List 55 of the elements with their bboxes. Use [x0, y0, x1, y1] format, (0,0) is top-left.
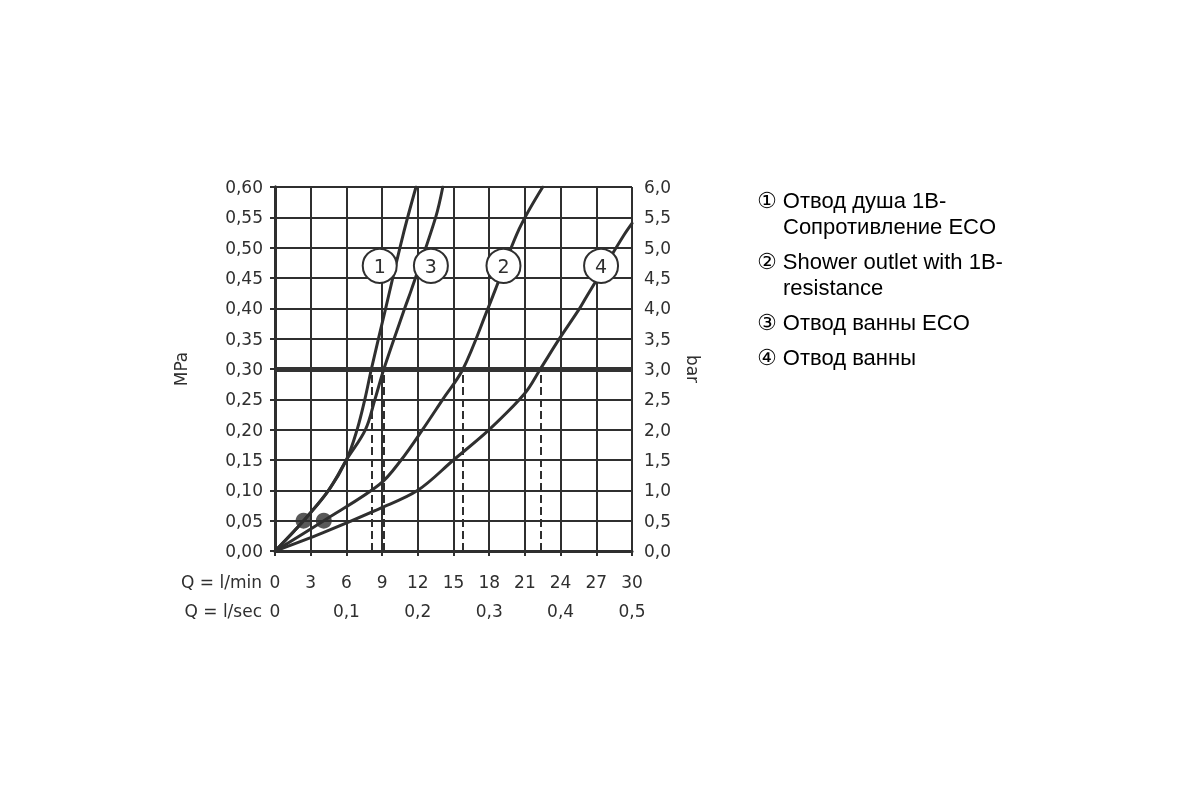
y2-tick-label: 6,0 [644, 177, 672, 197]
y-tick-label: 0,50 [225, 237, 263, 258]
x-tick-label: 21 [514, 571, 536, 592]
y2-tick-label: 4,0 [644, 298, 672, 319]
x-tick-label: 0 [269, 571, 281, 592]
text: ③ Отвод ванны ECO [757, 309, 970, 335]
y2-tick-label: 5,0 [644, 237, 672, 258]
annotation: 1 [373, 254, 386, 277]
y-tick-label: 0,45 [225, 268, 263, 288]
x2-tick-label: 0,1 [332, 600, 360, 621]
y2-tick-label: 0,0 [644, 541, 672, 561]
y-axis-title: MPa [170, 351, 191, 387]
y-tick-label: 0,20 [225, 419, 263, 440]
x2-tick-label: 0 [269, 600, 281, 621]
annotation: 3 [424, 254, 437, 277]
y2-tick-label: 3,0 [644, 359, 672, 379]
y-tick-label: 0,40 [225, 298, 263, 319]
text: ④ Отвод ванны [757, 344, 916, 370]
text: ② Shower outlet with 1B-resistance [757, 248, 1003, 300]
annotation: 4 [595, 254, 608, 277]
x2-tick-label: 0,4 [547, 600, 575, 621]
y2-tick-label: 1,5 [644, 450, 672, 470]
x-tick-label: 12 [406, 571, 429, 592]
y2-tick-label: 2,5 [644, 389, 672, 410]
x-tick-label: 6 [340, 571, 352, 592]
x2-tick-label: 0,2 [404, 600, 432, 621]
y-tick-label: 0,35 [225, 328, 263, 349]
x-tick-label: 3 [305, 571, 317, 592]
x-tick-label: 9 [376, 571, 388, 592]
y2-tick-label: 5,5 [644, 207, 672, 228]
y-tick-label: 0,00 [225, 541, 263, 561]
y-tick-label: 0,30 [225, 359, 263, 379]
x-tick-label: 15 [442, 571, 465, 592]
x-axis-title: Q = l/min [181, 572, 262, 592]
x-tick-label: 30 [621, 571, 643, 592]
y2-tick-label: 2,0 [644, 419, 672, 440]
y-tick-label: 0,10 [225, 480, 263, 501]
y-tick-label: 0,25 [225, 389, 263, 410]
y2-tick-label: 1,0 [644, 480, 672, 501]
x-tick-label: 27 [585, 571, 608, 592]
y2-tick-label: 3,5 [644, 328, 672, 349]
x-tick-label: 18 [478, 571, 501, 592]
x-tick-label: 24 [549, 571, 572, 592]
y2-tick-label: 4,5 [644, 268, 672, 288]
x2-tick-label: 0,5 [618, 600, 646, 621]
y2-axis-title: bar [682, 354, 703, 384]
x2-tick-label: 0,3 [475, 600, 503, 621]
annotation: 2 [497, 254, 510, 277]
y-tick-label: 0,60 [225, 177, 263, 197]
y-tick-label: 0,55 [225, 207, 263, 228]
y-tick-label: 0,15 [225, 450, 263, 470]
y2-tick-label: 0,5 [644, 510, 672, 531]
y-tick-label: 0,05 [225, 510, 263, 531]
text: ① Отвод душа 1B-Сопротивление ECO [757, 187, 997, 239]
x2-axis-title: Q = l/sec [184, 601, 262, 621]
